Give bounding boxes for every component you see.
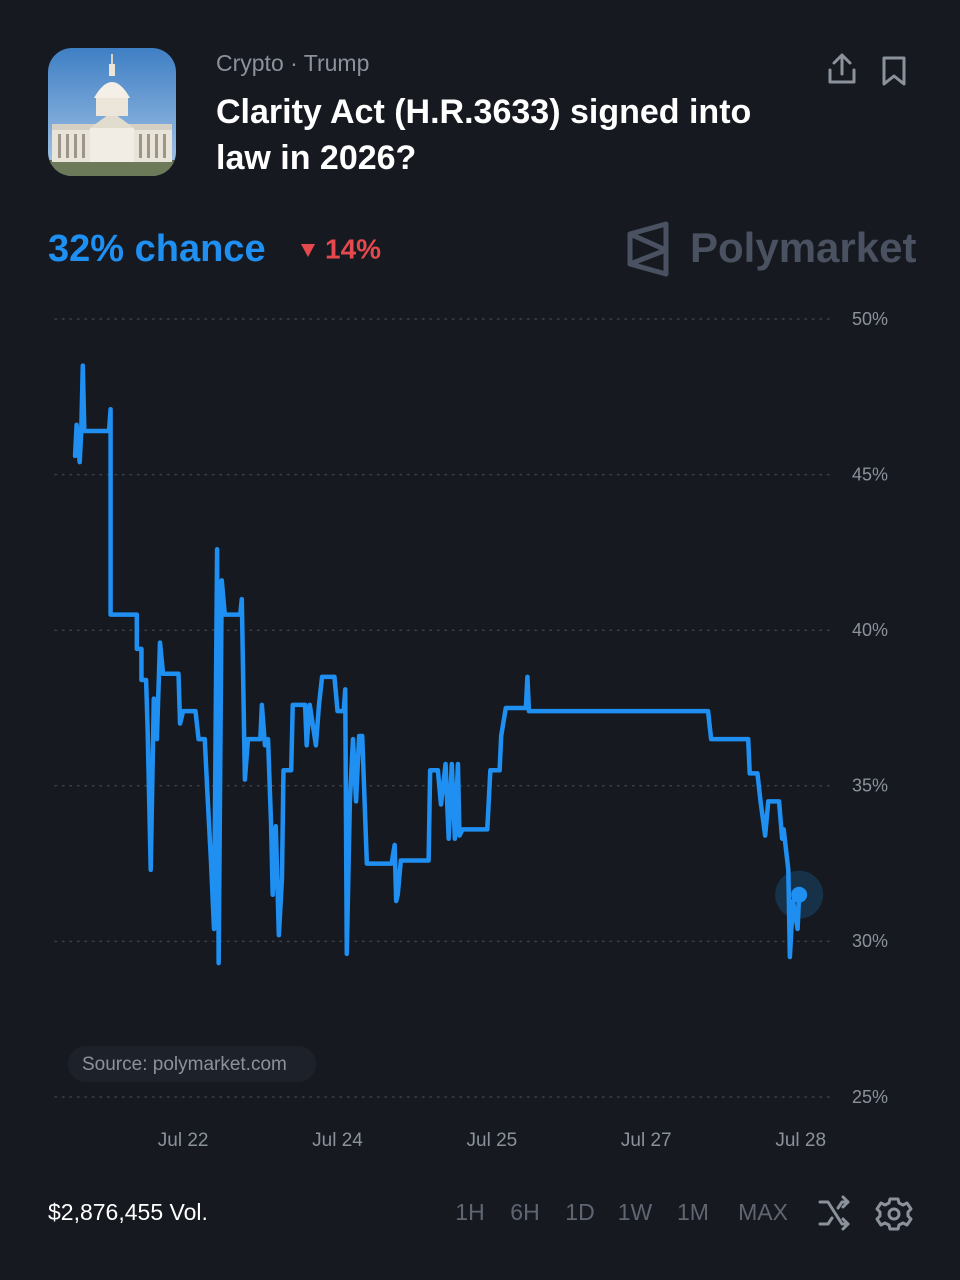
range-button[interactable]: 1M	[677, 1199, 709, 1225]
settings-button[interactable]	[875, 1197, 913, 1231]
bookmark-button[interactable]	[882, 56, 906, 86]
brand-name: Polymarket	[690, 224, 916, 271]
y-tick-label: 25%	[852, 1087, 888, 1107]
brand-logo	[627, 221, 669, 277]
range-button[interactable]: 6H	[510, 1199, 539, 1225]
y-tick-label: 45%	[852, 464, 888, 484]
y-tick-label: 50%	[852, 309, 888, 329]
market-title: law in 2026?	[216, 139, 416, 177]
y-tick-label: 35%	[852, 776, 888, 796]
x-tick-label: Jul 22	[158, 1130, 209, 1151]
chart: 50% 45% 40% 35% 30% 25% Jul 22 Jul 24 Jul 25 Jul …	[54, 309, 888, 1151]
down-arrow	[301, 244, 315, 257]
end-dot	[791, 886, 808, 903]
x-tick-label: Jul 27	[621, 1130, 672, 1151]
source: Source: polymarket.com	[82, 1054, 287, 1075]
shuffle-button[interactable]	[818, 1195, 850, 1231]
price-line	[72, 363, 802, 966]
range-button[interactable]: MAX	[738, 1199, 788, 1225]
range-button[interactable]: 1W	[618, 1199, 653, 1225]
x-tick-label: Jul 25	[467, 1130, 518, 1151]
y-tick-label: 30%	[852, 931, 888, 951]
source-badge	[68, 1046, 316, 1082]
x-tick-label: Jul 24	[312, 1130, 363, 1151]
range-button[interactable]: 1H	[455, 1199, 484, 1225]
market-image	[48, 48, 176, 176]
change: 14%	[325, 233, 381, 264]
share-button[interactable]	[828, 53, 856, 84]
headline-chance: 32% chance	[48, 228, 266, 270]
range-button[interactable]: 1D	[565, 1199, 594, 1225]
y-tick-label: 40%	[852, 620, 888, 640]
market-title: Clarity Act (H.R.3633) signed into	[216, 93, 751, 131]
category: Crypto · Trump	[216, 50, 369, 76]
range-selector: 1H 6H 1D 1W 1M MAX	[455, 1199, 788, 1225]
volume: $2,876,455 Vol.	[48, 1199, 208, 1225]
x-tick-label: Jul 28	[775, 1130, 826, 1151]
